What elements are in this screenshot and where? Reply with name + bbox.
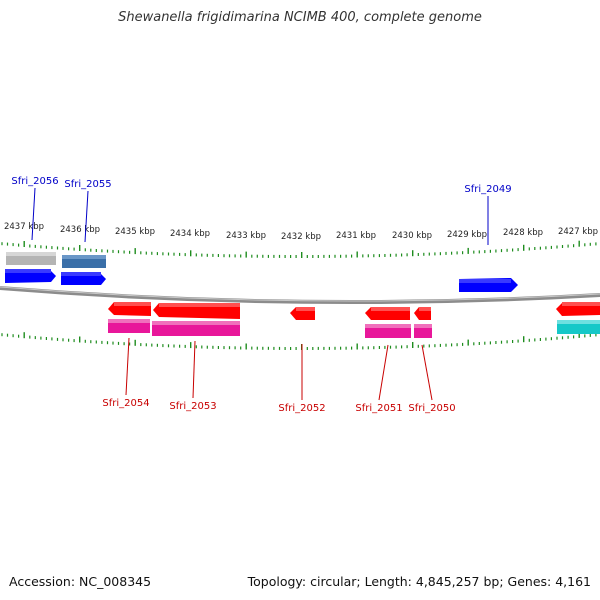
genome-summary-text: Topology: circular; Length: 4,845,257 bp… [247,574,591,589]
scale-label: 2434 kbp [170,229,210,239]
gene-right-edge[interactable] [556,302,600,316]
gene-sfri-2052[interactable] [290,307,315,320]
scale-label: 2435 kbp [115,227,155,237]
label-leaders [31,187,489,401]
gene-labels: Sfri_2056 Sfri_2055 Sfri_2049 Sfri_2054 … [11,176,511,414]
forward-features [5,252,518,292]
genome-backbone [0,286,600,305]
scale-label: 2436 kbp [60,225,100,235]
cds-sfri-2056[interactable] [6,252,56,265]
gene-label-sfri-2050[interactable]: Sfri_2050 [408,403,455,414]
scale-label: 2429 kbp [447,230,487,240]
gene-sfri-2056[interactable] [5,269,56,283]
cds-sfri-2055[interactable] [62,255,106,268]
gene-label-sfri-2054[interactable]: Sfri_2054 [102,398,149,409]
scale-label: 2433 kbp [226,231,266,241]
leader-sfri-2056 [31,187,36,241]
leader-sfri-2055 [84,190,89,243]
gene-sfri-2055[interactable] [61,272,106,285]
ticks-bottom [1,331,597,350]
scale-label: 2431 kbp [336,231,376,241]
gene-label-sfri-2052[interactable]: Sfri_2052 [278,403,325,414]
reverse-features [108,302,600,338]
genome-title: Shewanella frigidimarina NCIMB 400, comp… [118,10,482,25]
gene-label-sfri-2055[interactable]: Sfri_2055 [64,179,111,190]
scale-label: 2427 kbp [558,227,598,237]
ticks-top [1,240,597,258]
scale-label: 2432 kbp [281,232,321,242]
gene-sfri-2049[interactable] [459,278,518,292]
leader-sfri-2053 [192,340,196,399]
gene-label-sfri-2051[interactable]: Sfri_2051 [355,403,402,414]
leader-sfri-2050 [421,344,433,401]
gene-sfri-2051[interactable] [365,307,410,320]
genome-backbone-highlight [0,286,600,302]
cds-sfri-2051[interactable] [365,324,411,338]
cds-sfri-2050[interactable] [414,324,432,338]
gene-label-sfri-2049[interactable]: Sfri_2049 [464,184,511,195]
scale-labels: 2437 kbp 2436 kbp 2435 kbp 2434 kbp 2433… [4,222,598,242]
cds-right-edge[interactable] [557,320,600,334]
gene-sfri-2054[interactable] [108,302,151,316]
gene-sfri-2050[interactable] [414,307,431,320]
leader-sfri-2051 [378,344,389,401]
gene-label-sfri-2056[interactable]: Sfri_2056 [11,176,58,187]
scale-label: 2437 kbp [4,222,44,232]
gene-sfri-2053[interactable] [153,303,240,319]
gene-label-sfri-2053[interactable]: Sfri_2053 [169,401,216,412]
accession-text: Accession: NC_008345 [9,574,152,589]
scale-label: 2430 kbp [392,231,432,241]
cds-sfri-2054[interactable] [108,319,150,333]
cds-sfri-2053[interactable] [152,321,240,336]
leader-sfri-2054 [125,337,130,396]
scale-label: 2428 kbp [503,228,543,238]
